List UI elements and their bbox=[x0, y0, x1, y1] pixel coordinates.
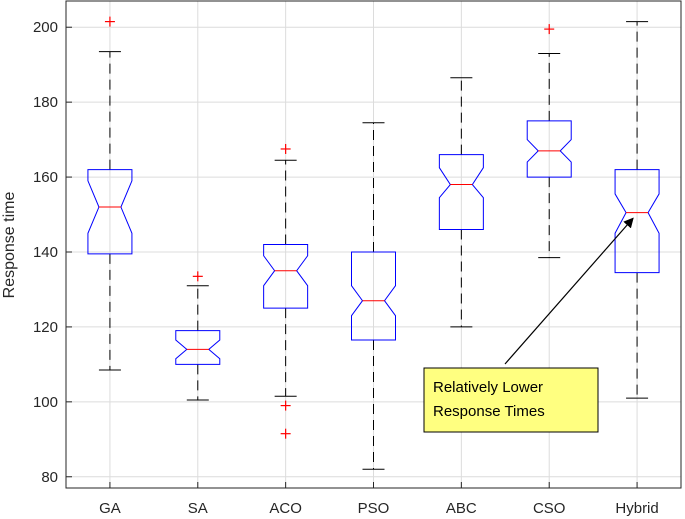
box-sa bbox=[175, 271, 221, 401]
boxes bbox=[87, 16, 660, 470]
outlier-marker bbox=[280, 143, 291, 154]
notched-box bbox=[263, 244, 309, 309]
annotation-line-2: Response Times bbox=[433, 403, 545, 420]
box-hybrid bbox=[614, 21, 660, 399]
outlier-marker bbox=[280, 400, 291, 411]
x-tick-label: SA bbox=[188, 500, 208, 517]
notched-box bbox=[175, 330, 221, 365]
notched-box bbox=[438, 154, 484, 231]
y-tick-label: 100 bbox=[33, 394, 58, 411]
box-abc bbox=[438, 77, 484, 328]
outlier-marker bbox=[544, 24, 555, 35]
box-pso bbox=[351, 122, 396, 470]
notched-box bbox=[526, 120, 572, 178]
x-tick-label: CSO bbox=[533, 500, 566, 517]
x-tick-label: ABC bbox=[446, 500, 477, 517]
outlier-marker bbox=[280, 428, 291, 439]
notched-box bbox=[87, 169, 133, 255]
x-tick-label: Hybrid bbox=[615, 500, 658, 517]
annotation-line-1: Relatively Lower bbox=[433, 379, 543, 396]
x-tick-label: PSO bbox=[358, 500, 390, 517]
x-tick-label: ACO bbox=[269, 500, 302, 517]
annotation-box bbox=[423, 367, 599, 433]
box-aco bbox=[263, 143, 309, 439]
annotation: Relatively Lower Response Times bbox=[423, 217, 634, 433]
x-tick-label: GA bbox=[99, 500, 121, 517]
notched-box bbox=[351, 251, 396, 341]
outlier-marker bbox=[104, 16, 115, 27]
box-cso bbox=[526, 24, 572, 259]
y-tick-label: 180 bbox=[33, 94, 58, 111]
y-tick-label: 80 bbox=[41, 469, 58, 486]
y-ticks: 80 100 120 140 160 180 200 bbox=[33, 19, 72, 486]
notched-box bbox=[614, 169, 660, 274]
box-ga bbox=[87, 16, 133, 371]
outlier-marker bbox=[192, 271, 203, 282]
x-ticks: GA SA ACO PSO ABC CSO Hybrid bbox=[99, 482, 659, 517]
y-tick-label: 120 bbox=[33, 319, 58, 336]
y-tick-label: 160 bbox=[33, 169, 58, 186]
y-axis-label: Response time bbox=[1, 192, 18, 299]
y-tick-label: 200 bbox=[33, 19, 58, 36]
annotation-arrow bbox=[504, 217, 634, 365]
y-tick-label: 140 bbox=[33, 244, 58, 261]
